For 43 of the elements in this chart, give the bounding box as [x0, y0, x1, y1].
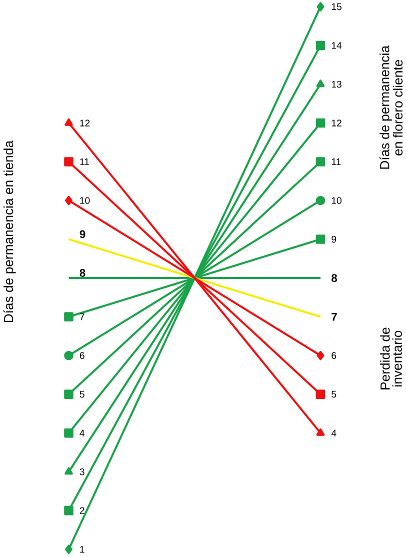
point: [65, 544, 73, 554]
data-label: 4: [331, 430, 336, 436]
data-label: 6: [80, 352, 84, 359]
data-label: 14: [332, 42, 342, 49]
point: [64, 390, 74, 399]
data-label: 7: [80, 313, 84, 320]
point: [316, 196, 326, 206]
data-label: 15: [332, 3, 342, 10]
point: [316, 118, 326, 128]
point: [64, 157, 74, 166]
data-label: 12: [80, 120, 90, 126]
data-label: 5: [332, 390, 336, 398]
data-label: 11: [332, 158, 341, 166]
point: [316, 2, 324, 12]
point: [64, 312, 74, 322]
point: [316, 40, 326, 50]
point: [64, 428, 74, 438]
data-label: 11: [80, 158, 89, 166]
data-label: 5: [80, 390, 84, 398]
y2-axis-title: Días de permanencia en florero cliente: [380, 45, 403, 169]
y-axis-title: Días de permanencia en tienda: [3, 140, 16, 322]
data-label: 3: [80, 468, 84, 476]
data-label: 8: [332, 274, 338, 282]
point: [316, 390, 326, 399]
data-label: 6: [332, 352, 336, 359]
point: [64, 506, 74, 516]
point: [64, 350, 74, 360]
data-label: 13: [332, 80, 342, 88]
point: [316, 350, 324, 360]
point: [316, 234, 326, 244]
data-label: 8: [80, 269, 86, 277]
data-label: 9: [80, 230, 86, 238]
data-label: 4: [80, 430, 85, 436]
data-label: 10: [332, 197, 342, 204]
point: [65, 196, 73, 206]
data-label: 9: [332, 236, 336, 243]
data-label: 10: [80, 197, 90, 204]
data-label: 2: [80, 507, 84, 514]
annotation: Perdida de inventario: [380, 328, 402, 390]
data-label: 1: [80, 546, 84, 553]
data-label: 7: [332, 312, 337, 321]
data-label: 12: [332, 120, 342, 126]
point: [316, 157, 326, 166]
